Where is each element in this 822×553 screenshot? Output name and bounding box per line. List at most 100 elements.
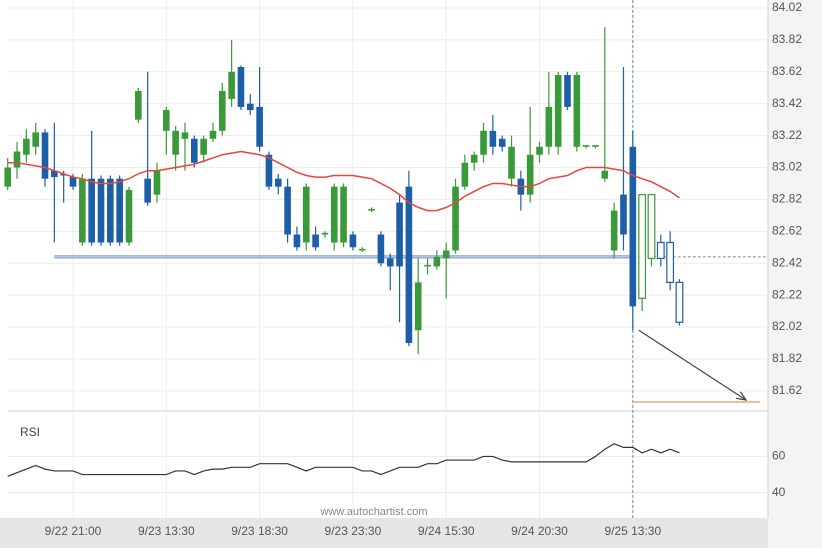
candle-body <box>4 167 11 187</box>
y-tick-label: 60 <box>772 449 786 463</box>
candle-body <box>228 71 235 99</box>
candle-body <box>23 138 30 155</box>
candle-body <box>97 178 105 243</box>
candle-body <box>554 74 562 147</box>
candle-body <box>377 234 385 264</box>
candle-body <box>116 178 123 243</box>
candle-body <box>582 145 590 147</box>
candle-body <box>424 264 431 267</box>
candle-body <box>172 130 179 155</box>
candle-body <box>442 250 450 259</box>
y-tick-label: 83.42 <box>772 96 802 110</box>
y-tick-label: 83.02 <box>772 160 802 174</box>
candle-body <box>41 132 49 179</box>
candle-body <box>125 189 133 243</box>
y-tick-label: 82.22 <box>772 287 802 301</box>
candle-body <box>573 74 581 147</box>
candle-body <box>274 178 282 187</box>
candle-body <box>656 241 665 260</box>
rsi-label: RSI <box>20 425 40 439</box>
candle-body <box>256 106 263 147</box>
watermark: www.autochartist.com <box>320 506 428 518</box>
candle-body <box>396 202 403 267</box>
y-tick-label: 82.62 <box>772 223 802 237</box>
x-tick-label: 9/23 18:30 <box>231 524 288 538</box>
candle-body <box>480 130 487 155</box>
candle-body <box>358 248 366 251</box>
candle-body <box>246 103 254 111</box>
candle-body <box>610 210 618 251</box>
candle-body <box>601 170 609 179</box>
candle-body <box>330 186 338 243</box>
candle-body <box>181 132 189 139</box>
candle-body <box>405 186 413 343</box>
candle-body <box>51 170 58 178</box>
candle-body <box>368 208 375 211</box>
x-tick-label: 9/25 13:30 <box>604 524 661 538</box>
y-tick-label: 82.42 <box>772 255 802 269</box>
y-tick-label: 83.62 <box>772 64 802 78</box>
y-tick-label: 84.02 <box>772 0 802 14</box>
candle-body <box>284 186 291 235</box>
forecast-arrowhead <box>736 391 748 401</box>
candle-body <box>135 90 142 120</box>
y-tick-label: 83.22 <box>772 128 802 142</box>
candle-body <box>60 173 67 176</box>
candle-body <box>414 282 422 331</box>
candle-body <box>265 154 273 187</box>
rsi-line <box>7 443 680 477</box>
y-tick-label: 81.62 <box>772 383 802 397</box>
candle-body <box>302 186 310 243</box>
candle-body <box>69 177 77 187</box>
candle-body <box>163 110 170 131</box>
candle-body <box>153 170 161 195</box>
candle-body <box>433 256 441 267</box>
candle-body <box>79 178 86 243</box>
candle-body <box>386 258 394 267</box>
candle-body <box>498 138 506 147</box>
x-tick-label: 9/24 20:30 <box>511 524 568 538</box>
candle-body <box>452 186 459 251</box>
candle-body <box>629 146 637 307</box>
candle-body <box>470 154 478 163</box>
candle-body <box>526 154 534 195</box>
x-axis-band <box>0 518 822 548</box>
candle-body <box>237 67 245 107</box>
candle-body <box>191 138 198 163</box>
candle-body <box>107 178 114 243</box>
candle-body <box>536 146 543 155</box>
y-tick-label: 83.82 <box>772 32 802 46</box>
y-axis-band <box>768 0 822 548</box>
y-tick-label: 82.82 <box>772 192 802 206</box>
candle-body <box>545 106 553 147</box>
candle-body <box>293 234 301 248</box>
candle-body <box>200 138 207 155</box>
candle-body <box>638 194 647 299</box>
candle-body <box>647 194 656 260</box>
x-tick-label: 9/23 23:30 <box>325 524 382 538</box>
candle-body <box>13 151 21 168</box>
candle-body <box>88 178 95 243</box>
y-tick-label: 81.82 <box>772 351 802 365</box>
candle-body <box>321 232 329 235</box>
candle-body <box>144 178 151 203</box>
y-tick-label: 40 <box>772 485 786 499</box>
candle-body <box>592 145 599 147</box>
candle-body <box>340 186 347 243</box>
x-tick-label: 9/22 21:00 <box>45 524 102 538</box>
x-tick-label: 9/24 15:30 <box>418 524 475 538</box>
candle-body <box>461 162 469 187</box>
candle-body <box>489 130 497 147</box>
candle-body <box>564 74 571 107</box>
candle-body <box>508 146 515 179</box>
candle-body <box>675 281 684 323</box>
candle-body <box>666 241 675 283</box>
forecast-arrow <box>638 329 747 401</box>
candle-body <box>349 234 357 248</box>
x-tick-label: 9/23 13:30 <box>138 524 195 538</box>
candle-body <box>312 234 319 248</box>
moving-average <box>7 150 680 212</box>
candle-body <box>209 130 217 139</box>
y-tick-label: 82.02 <box>772 319 802 333</box>
